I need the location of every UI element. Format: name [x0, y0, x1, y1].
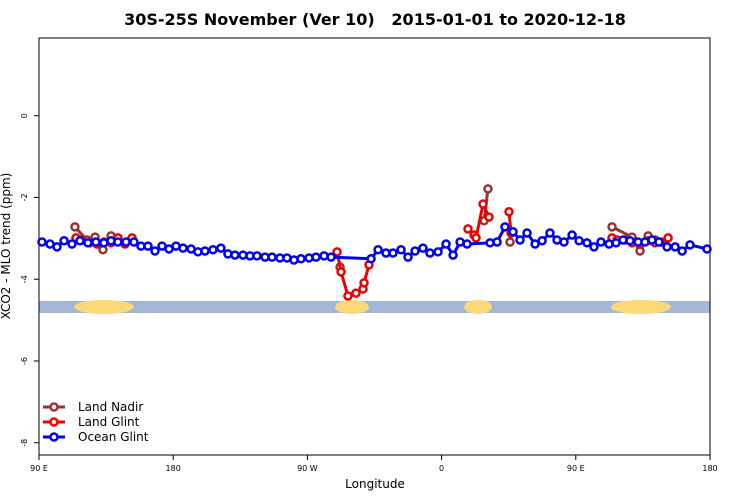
x-tick-label: 90 E: [30, 464, 48, 473]
data-point: [359, 278, 369, 288]
data-point: [351, 288, 361, 298]
data-point: [410, 246, 420, 256]
y-tick-label: 0: [20, 113, 29, 118]
data-point: [336, 267, 346, 277]
data-point: [574, 236, 584, 246]
y-tick-label: -2: [20, 193, 29, 201]
data-point: [326, 252, 336, 262]
x-tick-label: 90 W: [297, 464, 318, 473]
data-point: [515, 235, 525, 245]
data-point: [483, 184, 493, 194]
data-point: [441, 239, 451, 249]
data-point: [433, 247, 443, 257]
data-point: [537, 236, 547, 246]
data-point: [702, 244, 712, 254]
data-point: [448, 250, 458, 260]
data-point: [91, 237, 101, 247]
data-point: [508, 227, 518, 237]
data-point: [75, 236, 85, 246]
legend-marker: [49, 432, 59, 442]
data-point: [662, 242, 672, 252]
data-point: [567, 230, 577, 240]
data-point: [484, 212, 494, 222]
data-point: [607, 222, 617, 232]
y-axis-label: XCO2 - MLO trend (ppm): [0, 173, 13, 320]
data-point: [396, 245, 406, 255]
data-point: [545, 228, 555, 238]
data-point: [403, 252, 413, 262]
data-point: [559, 237, 569, 247]
data-point: [492, 237, 502, 247]
x-tick-label: 90 E: [567, 464, 585, 473]
data-point: [208, 245, 218, 255]
data-point: [504, 207, 514, 217]
data-point: [685, 240, 695, 250]
legend-label: Land Glint: [78, 415, 140, 429]
data-point: [178, 243, 188, 253]
data-point: [252, 251, 262, 261]
data-point: [425, 248, 435, 258]
data-point: [471, 233, 481, 243]
data-point: [37, 237, 47, 247]
data-point: [596, 237, 606, 247]
data-point: [462, 239, 472, 249]
y-tick-label: -4: [20, 275, 29, 283]
legend-label: Ocean Glint: [78, 430, 149, 444]
data-point: [216, 243, 226, 253]
x-tick-label: 0: [439, 464, 444, 473]
data-point: [500, 222, 510, 232]
data-point: [267, 252, 277, 262]
data-point: [83, 238, 93, 248]
data-point: [332, 247, 342, 257]
land-region: [464, 300, 492, 314]
y-tick-label: -8: [20, 439, 29, 447]
data-point: [670, 242, 680, 252]
data-point: [129, 237, 139, 247]
chart-title: 30S-25S November (Ver 10) 2015-01-01 to …: [124, 10, 626, 29]
data-point: [343, 291, 353, 301]
data-point: [463, 224, 473, 234]
data-point: [311, 252, 321, 262]
data-point: [67, 239, 77, 249]
data-point: [373, 245, 383, 255]
data-point: [230, 250, 240, 260]
data-point: [677, 246, 687, 256]
land-region: [74, 300, 134, 314]
data-point: [121, 237, 131, 247]
data-point: [589, 242, 599, 252]
legend-marker: [49, 417, 59, 427]
data-point: [505, 237, 515, 247]
data-point: [478, 199, 488, 209]
data-point: [52, 242, 62, 252]
data-point: [530, 239, 540, 249]
x-tick-label: 180: [166, 464, 181, 473]
data-point: [654, 237, 664, 247]
y-tick-label: -6: [20, 357, 29, 365]
data-point: [418, 243, 428, 253]
land-region: [335, 300, 369, 314]
x-tick-label: 180: [702, 464, 717, 473]
data-point: [113, 237, 123, 247]
data-point: [143, 241, 153, 251]
data-point: [625, 236, 635, 246]
data-point: [70, 222, 80, 232]
data-point: [59, 236, 69, 246]
ocean-band: [39, 301, 710, 313]
data-point: [200, 246, 210, 256]
data-point: [366, 254, 376, 264]
legend-marker: [49, 402, 59, 412]
data-point: [150, 246, 160, 256]
data-point: [388, 248, 398, 258]
data-point: [296, 254, 306, 264]
data-point: [582, 238, 592, 248]
legend-label: Land Nadir: [78, 400, 143, 414]
data-point: [663, 233, 673, 243]
land-region: [611, 300, 671, 314]
x-axis-label: Longitude: [345, 477, 405, 491]
data-point: [522, 228, 532, 238]
